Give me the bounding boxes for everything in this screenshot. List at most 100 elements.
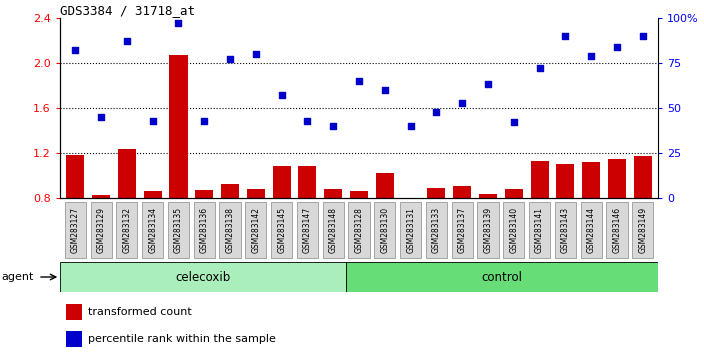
Point bbox=[225, 56, 236, 62]
Bar bbox=[477, 202, 498, 258]
Text: GDS3384 / 31718_at: GDS3384 / 31718_at bbox=[60, 4, 195, 17]
Point bbox=[457, 100, 468, 105]
Bar bbox=[606, 202, 627, 258]
Point bbox=[173, 20, 184, 26]
Point bbox=[147, 118, 158, 124]
Bar bbox=[66, 155, 84, 289]
Bar bbox=[375, 202, 396, 258]
Bar bbox=[401, 200, 420, 289]
Bar bbox=[297, 202, 318, 258]
Bar bbox=[66, 331, 82, 347]
Bar bbox=[271, 202, 292, 258]
Bar bbox=[453, 186, 471, 289]
Bar bbox=[400, 202, 421, 258]
Bar bbox=[555, 202, 576, 258]
Bar bbox=[168, 202, 189, 258]
Bar bbox=[479, 194, 497, 289]
Point bbox=[508, 120, 520, 125]
Bar bbox=[91, 202, 112, 258]
Point bbox=[637, 33, 648, 39]
Bar bbox=[65, 202, 86, 258]
Text: GSM283137: GSM283137 bbox=[458, 207, 467, 253]
Text: GSM283143: GSM283143 bbox=[561, 207, 570, 253]
Point bbox=[199, 118, 210, 124]
Bar bbox=[116, 202, 137, 258]
Bar bbox=[556, 164, 574, 289]
Bar bbox=[272, 166, 291, 289]
Bar bbox=[66, 304, 82, 320]
Bar bbox=[221, 184, 239, 289]
Bar bbox=[220, 202, 241, 258]
Bar bbox=[194, 202, 215, 258]
Point bbox=[96, 114, 107, 120]
Bar bbox=[582, 162, 601, 289]
Bar bbox=[632, 202, 653, 258]
Text: GSM283127: GSM283127 bbox=[71, 207, 80, 253]
Text: GSM283138: GSM283138 bbox=[225, 207, 234, 253]
Text: GSM283139: GSM283139 bbox=[484, 207, 493, 253]
Text: GSM283130: GSM283130 bbox=[380, 207, 389, 253]
Point bbox=[353, 78, 365, 84]
Point bbox=[276, 92, 287, 98]
Text: control: control bbox=[482, 270, 522, 284]
Bar bbox=[608, 159, 626, 289]
Bar bbox=[325, 189, 342, 289]
Bar bbox=[247, 189, 265, 289]
Bar bbox=[350, 192, 368, 289]
Point bbox=[70, 47, 81, 53]
Text: GSM283145: GSM283145 bbox=[277, 207, 286, 253]
Point bbox=[611, 44, 622, 50]
Point bbox=[405, 123, 416, 129]
Text: GSM283141: GSM283141 bbox=[535, 207, 544, 253]
Bar bbox=[170, 55, 187, 289]
Point bbox=[560, 33, 571, 39]
Bar bbox=[529, 202, 550, 258]
Text: GSM283131: GSM283131 bbox=[406, 207, 415, 253]
Text: GSM283132: GSM283132 bbox=[122, 207, 132, 253]
Bar bbox=[427, 188, 446, 289]
Bar bbox=[144, 192, 162, 289]
Bar bbox=[531, 161, 548, 289]
Bar bbox=[581, 202, 602, 258]
Point bbox=[586, 53, 597, 58]
Point bbox=[302, 118, 313, 124]
Text: celecoxib: celecoxib bbox=[175, 270, 231, 284]
Bar bbox=[298, 166, 317, 289]
Bar bbox=[503, 202, 524, 258]
Text: transformed count: transformed count bbox=[88, 307, 191, 317]
Text: GSM283135: GSM283135 bbox=[174, 207, 183, 253]
Point bbox=[327, 123, 339, 129]
Text: percentile rank within the sample: percentile rank within the sample bbox=[88, 334, 276, 344]
Bar bbox=[195, 190, 213, 289]
Text: GSM283129: GSM283129 bbox=[96, 207, 106, 253]
Bar bbox=[245, 202, 266, 258]
Text: GSM283148: GSM283148 bbox=[329, 207, 338, 253]
Text: GSM283136: GSM283136 bbox=[200, 207, 209, 253]
Bar bbox=[142, 202, 163, 258]
Point bbox=[431, 109, 442, 114]
Point bbox=[250, 51, 261, 57]
Text: GSM283142: GSM283142 bbox=[251, 207, 260, 253]
Bar bbox=[322, 202, 344, 258]
Text: GSM283146: GSM283146 bbox=[612, 207, 622, 253]
Text: GSM283128: GSM283128 bbox=[355, 207, 363, 253]
Text: GSM283133: GSM283133 bbox=[432, 207, 441, 253]
Point bbox=[121, 38, 132, 44]
Text: GSM283147: GSM283147 bbox=[303, 207, 312, 253]
Text: GSM283140: GSM283140 bbox=[509, 207, 518, 253]
Point bbox=[379, 87, 391, 93]
Text: GSM283149: GSM283149 bbox=[639, 207, 647, 253]
Point bbox=[534, 65, 545, 71]
Bar bbox=[60, 262, 346, 292]
Text: agent: agent bbox=[1, 272, 34, 282]
Bar bbox=[376, 173, 394, 289]
Bar bbox=[348, 202, 370, 258]
Bar bbox=[505, 189, 523, 289]
Bar bbox=[452, 202, 473, 258]
Bar bbox=[346, 262, 658, 292]
Text: GSM283134: GSM283134 bbox=[149, 207, 157, 253]
Bar bbox=[118, 149, 136, 289]
Bar bbox=[92, 195, 110, 289]
Bar bbox=[634, 156, 652, 289]
Point bbox=[482, 82, 494, 87]
